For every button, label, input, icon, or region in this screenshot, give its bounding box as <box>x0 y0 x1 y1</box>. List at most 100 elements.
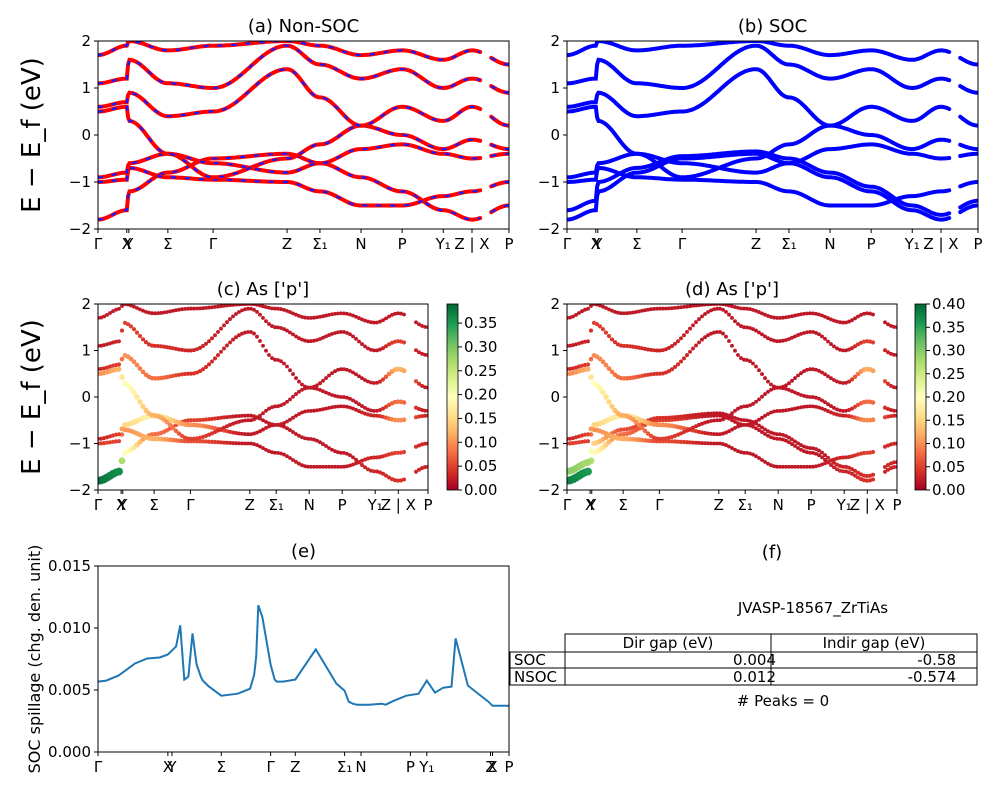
projection-point <box>354 314 358 319</box>
projection-point <box>622 311 626 316</box>
projection-point <box>844 348 848 353</box>
projection-point <box>853 316 857 321</box>
projection-point <box>318 381 322 386</box>
projection-point <box>179 372 185 377</box>
projection-point <box>835 412 839 417</box>
projection-point <box>736 322 740 326</box>
projection-point <box>703 420 707 425</box>
projection-point <box>375 469 379 474</box>
projection-point <box>654 371 660 376</box>
projection-point <box>838 380 842 385</box>
projection-point <box>348 368 352 373</box>
projection-point <box>808 395 812 399</box>
projection-point <box>805 311 809 316</box>
projection-point <box>703 335 707 340</box>
projection-point <box>820 398 824 403</box>
projection-point <box>760 430 764 435</box>
projection-point <box>586 306 590 311</box>
y-tick-label: 2 <box>550 295 560 313</box>
projection-point <box>844 320 848 325</box>
gap-table-row-label: SOC <box>514 651 546 669</box>
projection-point <box>315 338 319 342</box>
projection-point <box>237 419 241 424</box>
projection-point <box>240 304 244 307</box>
projection-point <box>588 374 594 380</box>
projection-point <box>889 351 893 356</box>
projection-point <box>870 340 876 345</box>
projection-point <box>793 439 797 444</box>
projection-point <box>327 405 331 410</box>
band-line <box>98 67 509 128</box>
colorbar-tick-label: 0.35 <box>464 314 497 332</box>
projection-point <box>423 465 427 470</box>
projection-point <box>162 310 166 315</box>
projection-point <box>861 473 867 478</box>
projection-point <box>709 331 713 336</box>
projection-point <box>667 345 671 350</box>
band-line-overlay <box>98 105 509 179</box>
projection-point <box>378 408 382 412</box>
projection-point <box>243 441 247 446</box>
projection-point <box>132 304 136 309</box>
projection-point <box>339 464 343 469</box>
projection-point <box>742 404 746 409</box>
projection-point <box>814 404 818 409</box>
projection-point <box>603 394 609 400</box>
projection-point <box>733 416 737 420</box>
projection-point <box>173 346 179 351</box>
projection-point <box>285 399 289 404</box>
projection-point <box>249 306 253 311</box>
projection-point <box>703 304 707 307</box>
projection-point <box>420 442 424 447</box>
projection-point <box>249 432 253 437</box>
projection-point <box>709 431 713 436</box>
projection-point <box>291 415 295 420</box>
projection-point <box>372 455 376 460</box>
projection-point <box>360 410 364 415</box>
projection-point <box>228 317 232 322</box>
projection-point <box>198 345 202 350</box>
projection-point <box>892 352 896 357</box>
projection-point <box>167 422 173 428</box>
projection-point <box>252 431 256 436</box>
x-tick-label: P <box>398 235 407 253</box>
projection-point <box>423 385 427 390</box>
projection-point <box>395 478 401 483</box>
projection-point <box>769 314 773 319</box>
projection-point <box>688 304 692 309</box>
projection-point <box>291 372 295 377</box>
projection-point <box>131 389 137 396</box>
projection-point <box>345 451 349 456</box>
projection-point <box>691 323 695 328</box>
projection-point <box>197 439 203 444</box>
projection-point <box>775 339 779 344</box>
projection-point <box>568 315 572 320</box>
x-tick-label: X <box>585 496 595 514</box>
projection-point <box>336 394 340 399</box>
projection-point <box>892 324 896 329</box>
projection-point <box>799 393 803 397</box>
projection-point <box>664 347 668 352</box>
projection-point <box>870 449 876 455</box>
projection-point <box>583 339 587 344</box>
projection-point <box>191 418 197 423</box>
projection-point <box>772 431 776 436</box>
projection-point <box>267 322 271 326</box>
projection-point <box>383 344 389 349</box>
projection-point <box>889 466 893 471</box>
projection-point <box>870 417 876 423</box>
spillage-line <box>98 604 509 707</box>
projection-point <box>267 305 271 310</box>
projection-point <box>676 305 680 310</box>
y-tick-label: −2 <box>538 481 560 499</box>
projection-point <box>363 457 367 462</box>
projection-point <box>577 341 581 346</box>
projection-point <box>141 308 145 313</box>
projection-point <box>333 369 337 374</box>
projection-point <box>838 468 842 473</box>
projection-point <box>303 315 307 320</box>
projection-point <box>730 418 734 423</box>
projection-point <box>252 307 256 312</box>
projection-point <box>330 464 334 469</box>
projection-point <box>784 386 788 391</box>
